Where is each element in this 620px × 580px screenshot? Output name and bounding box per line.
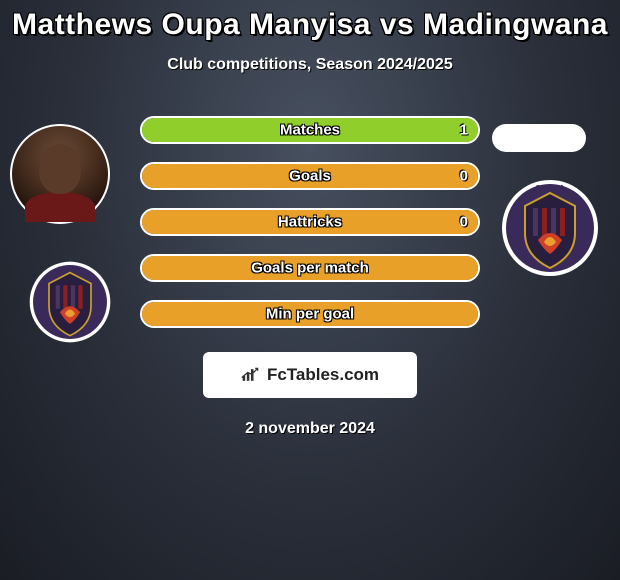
subtitle: Club competitions, Season 2024/2025 xyxy=(167,56,452,74)
brand-text: FcTables.com xyxy=(267,365,379,385)
stat-value-right: 0 xyxy=(460,168,468,185)
stat-value-right: 0 xyxy=(460,214,468,231)
stat-bar: Min per goal xyxy=(140,300,480,328)
stat-bar: Goals 0 xyxy=(140,162,480,190)
stat-label: Matches xyxy=(280,122,340,139)
bar-chart-icon xyxy=(241,367,261,383)
stat-bar: Goals per match xyxy=(140,254,480,282)
brand-logo[interactable]: FcTables.com xyxy=(203,352,417,398)
stat-label: Goals xyxy=(289,168,331,185)
stat-label: Hattricks xyxy=(278,214,342,231)
date-label: 2 november 2024 xyxy=(245,420,375,438)
stat-label: Goals per match xyxy=(251,260,369,277)
stats-bars: Matches 1 Goals 0 Hattricks 0 Goals per match M… xyxy=(0,116,620,346)
stat-bar: Hattricks 0 xyxy=(140,208,480,236)
content-container: Matthews Oupa Manyisa vs Madingwana Club… xyxy=(0,0,620,580)
stat-value-right: 1 xyxy=(460,122,468,139)
stat-label: Min per goal xyxy=(266,306,354,323)
page-title: Matthews Oupa Manyisa vs Madingwana xyxy=(12,8,608,42)
stat-bar: Matches 1 xyxy=(140,116,480,144)
